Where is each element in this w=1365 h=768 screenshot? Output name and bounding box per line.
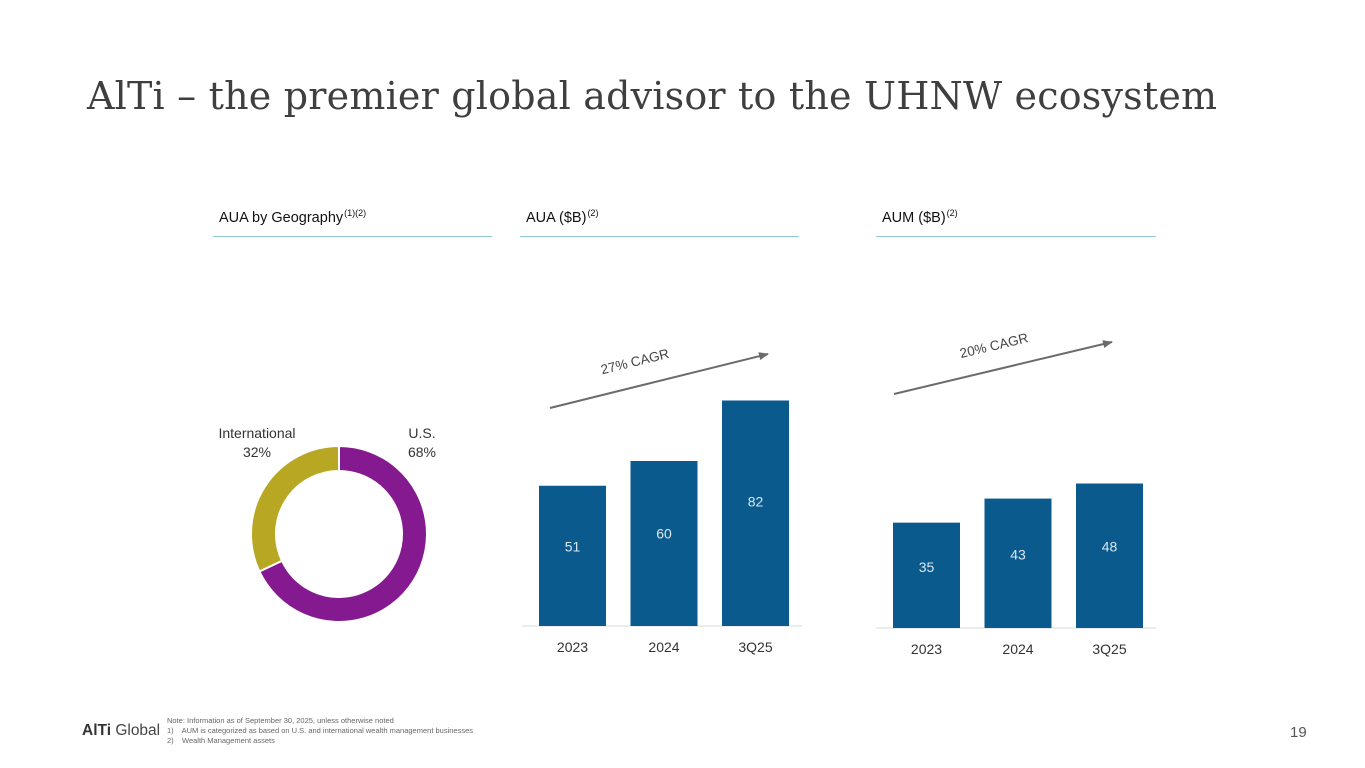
bar-2024: [630, 461, 698, 626]
bar-3q25: [1076, 483, 1143, 628]
cagr-arrow: [893, 340, 1113, 395]
cagr-label: 27% CAGR: [599, 346, 671, 377]
page-title: AlTi – the premier global advisor to the…: [87, 74, 1218, 118]
geography-panel-header: AUA by Geography(1)(2): [213, 208, 492, 237]
bar-value-label: 48: [1102, 538, 1118, 554]
bar-2023: [893, 522, 960, 628]
aua-panel-header: AUA ($B)(2): [520, 208, 799, 237]
bar-value-label: 60: [656, 526, 672, 542]
donut-category-label: U.S.: [408, 425, 435, 441]
bar-value-label: 43: [1010, 546, 1026, 562]
bar-value-label: 35: [919, 559, 935, 575]
donut-category-label: International: [218, 425, 295, 441]
aum-panel-label: AUM ($B): [882, 210, 946, 226]
geography-panel-footnote: (1)(2): [344, 208, 367, 218]
footnote-line: 1) AUM is categorized as based on U.S. a…: [167, 726, 474, 735]
donut-slice-us: [258, 444, 428, 623]
x-tick-label: 2023: [557, 639, 588, 655]
donut-value-label: 68%: [408, 444, 436, 460]
aum-panel-header: AUM ($B)(2): [876, 208, 1156, 237]
bar-2024: [984, 498, 1052, 628]
x-tick-label: 3Q25: [738, 639, 772, 655]
page-number: 19: [1290, 724, 1307, 741]
bar-3q25: [722, 400, 789, 626]
donut-slice-international: [250, 444, 340, 573]
alti-logo-rest: Global: [115, 722, 161, 739]
footnote-line: 2) Wealth Management assets: [167, 736, 275, 745]
bar-value-label: 51: [565, 539, 581, 555]
cagr-label: 20% CAGR: [958, 330, 1030, 361]
aua-panel-label: AUA ($B): [526, 210, 587, 226]
bar-value-label: 82: [748, 493, 764, 509]
footnotes: Note: Information as of September 30, 20…: [167, 716, 473, 746]
x-tick-label: 2023: [911, 641, 942, 657]
x-tick-label: 2024: [648, 639, 679, 655]
cagr-arrow: [549, 352, 769, 409]
footnote-line: Note: Information as of September 30, 20…: [167, 716, 394, 725]
donut-value-label: 32%: [243, 444, 271, 460]
alti-logo-bold: AlTi: [82, 722, 111, 739]
aum-bar-chart: 35 2023 43 2024 48 3Q25 20% CAGR: [876, 330, 1156, 657]
aua-panel-footnote: (2): [587, 208, 599, 218]
aua-by-geography-donut: U.S. 68% International 32%: [218, 425, 436, 623]
x-tick-label: 3Q25: [1092, 641, 1126, 657]
aua-bar-chart: 51 2023 60 2024 82 3Q25 27% CAGR: [522, 346, 802, 655]
aum-panel-footnote: (2): [946, 208, 958, 218]
bar-2023: [539, 485, 606, 626]
alti-logo: AlTi Global: [82, 722, 160, 740]
x-tick-label: 2024: [1002, 641, 1033, 657]
geography-panel-label: AUA by Geography: [219, 210, 344, 226]
